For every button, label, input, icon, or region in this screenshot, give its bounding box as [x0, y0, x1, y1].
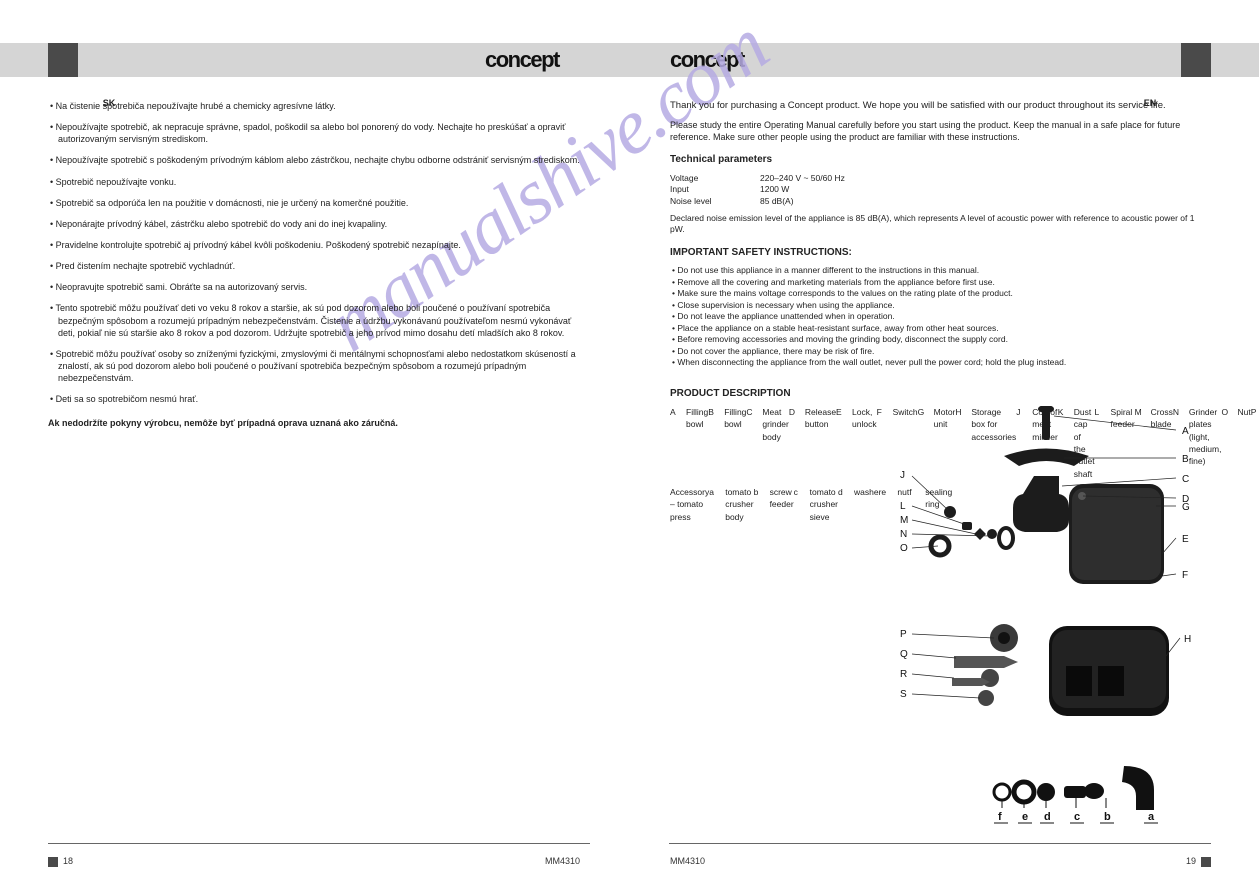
header-left-block: SK: [48, 43, 78, 77]
svg-text:P: P: [900, 629, 907, 640]
svg-text:S: S: [900, 689, 907, 700]
svg-text:H: H: [1184, 634, 1191, 645]
model-left: MM4310: [545, 856, 580, 866]
header-strip: SK concept concept EN: [0, 43, 1259, 77]
bullet-item: Spotrebič môžu používať osoby so znížený…: [48, 348, 590, 384]
logo-left: concept: [485, 47, 559, 73]
bullet-item: Pravidelne kontrolujte spotrebič aj prív…: [48, 239, 590, 251]
important-item: Do not leave the appliance unattended wh…: [670, 311, 1210, 322]
param-row: Noise level85 dB(A): [670, 196, 1210, 207]
page-number-left: 18: [63, 856, 73, 866]
important-item: When disconnecting the appliance from th…: [670, 357, 1210, 368]
svg-text:f: f: [998, 811, 1002, 823]
bullet-item: Tento spotrebič môžu používať deti vo ve…: [48, 302, 590, 338]
bullet-item: Pred čistením nechajte spotrebič vychlad…: [48, 260, 590, 272]
svg-text:N: N: [900, 529, 907, 540]
caution-text: Ak nedodržíte pokyny výrobcu, nemôže byť…: [48, 417, 590, 429]
important-item: Do not use this appliance in a manner di…: [670, 265, 1210, 276]
logo-right: concept: [670, 47, 744, 73]
svg-text:Q: Q: [900, 649, 908, 660]
parts-list: AFilling bowlBFilling bowlCMeat grinder …: [670, 406, 880, 836]
footer-rule-left: [48, 843, 590, 844]
noise-note: Declared noise emission level of the app…: [670, 213, 1210, 236]
intro-2: Please study the entire Operating Manual…: [670, 119, 1210, 143]
accessory-row: ctomato crusher sieve: [794, 486, 838, 525]
accessory-title: Accessory – tomato press: [670, 486, 709, 523]
bullet-item: Nepoužívajte spotrebič, ak nepracuje spr…: [48, 121, 590, 145]
tech-params-title: Technical parameters: [670, 153, 1210, 167]
part-row: ELock, unlock: [836, 406, 877, 480]
svg-text:L: L: [900, 501, 906, 512]
bullet-item: Nepoužívajte spotrebič s poškodeným prív…: [48, 154, 590, 166]
part-row: PSeparator: [1251, 406, 1259, 480]
bullet-item: Spotrebič nepoužívajte vonku.: [48, 176, 590, 188]
bullet-item: Neopravujte spotrebič sami. Obráťte sa n…: [48, 281, 590, 293]
right-page-content: Thank you for purchasing a Concept produ…: [670, 100, 1210, 836]
svg-text:b: b: [1104, 811, 1111, 823]
accessory-row: dwasher: [838, 486, 881, 525]
footer-square-right: [1201, 857, 1211, 867]
important-item: Close supervision is necessary when usin…: [670, 300, 1210, 311]
svg-text:R: R: [900, 669, 907, 680]
left-page-content: Na čistenie spotrebiča nepoužívajte hrub…: [48, 100, 590, 439]
part-row: BFilling bowl: [708, 406, 746, 480]
svg-text:c: c: [1074, 811, 1080, 823]
accessory-row: atomato crusher body: [709, 486, 753, 525]
part-row: CMeat grinder body: [746, 406, 788, 480]
product-desc-title: PRODUCT DESCRIPTION: [670, 387, 1210, 401]
intro-1: Thank you for purchasing a Concept produ…: [670, 100, 1210, 113]
svg-text:O: O: [900, 543, 908, 554]
svg-text:A: A: [1182, 426, 1189, 437]
svg-text:e: e: [1022, 811, 1028, 823]
bullet-item: Deti sa so spotrebičom nesmú hrať.: [48, 393, 590, 405]
footer-rule-right: [669, 843, 1211, 844]
svg-text:B: B: [1182, 454, 1189, 465]
bullet-item: Neponárajte prívodný kábel, zástrčku ale…: [48, 218, 590, 230]
part-row: DRelease button: [789, 406, 836, 480]
important-item: Remove all the covering and marketing ma…: [670, 277, 1210, 288]
important-item: Do not cover the appliance, there may be…: [670, 346, 1210, 357]
header-right-block: EN: [1181, 43, 1211, 77]
important-item: Place the appliance on a stable heat-res…: [670, 323, 1210, 334]
footer-square-left: [48, 857, 58, 867]
svg-text:G: G: [1182, 502, 1190, 513]
important-item: Make sure the mains voltage corresponds …: [670, 288, 1210, 299]
bullet-item: Na čistenie spotrebiča nepoužívajte hrub…: [48, 100, 590, 112]
svg-text:C: C: [1182, 474, 1189, 485]
important-title: IMPORTANT SAFETY INSTRUCTIONS:: [670, 246, 1210, 260]
bullet-item: Spotrebič sa odporúča len na použitie v …: [48, 197, 590, 209]
svg-text:d: d: [1044, 811, 1051, 823]
svg-text:M: M: [900, 515, 908, 526]
svg-text:a: a: [1148, 811, 1155, 823]
svg-text:J: J: [900, 470, 905, 481]
important-item: Before removing accessories and moving t…: [670, 334, 1210, 345]
accessory-row: bscrew feeder: [754, 486, 794, 525]
svg-text:E: E: [1182, 534, 1189, 545]
part-row: ONut: [1221, 406, 1250, 480]
page-number-right: 19: [1186, 856, 1196, 866]
model-right: MM4310: [670, 856, 705, 866]
param-row: Voltage220–240 V ~ 50/60 Hz: [670, 173, 1210, 184]
part-row: AFilling bowl: [670, 406, 708, 480]
svg-text:F: F: [1182, 570, 1188, 581]
exploded-diagram: A B C D G E F H J L M N O P Q R S: [894, 406, 1210, 836]
param-row: Input1200 W: [670, 184, 1210, 195]
